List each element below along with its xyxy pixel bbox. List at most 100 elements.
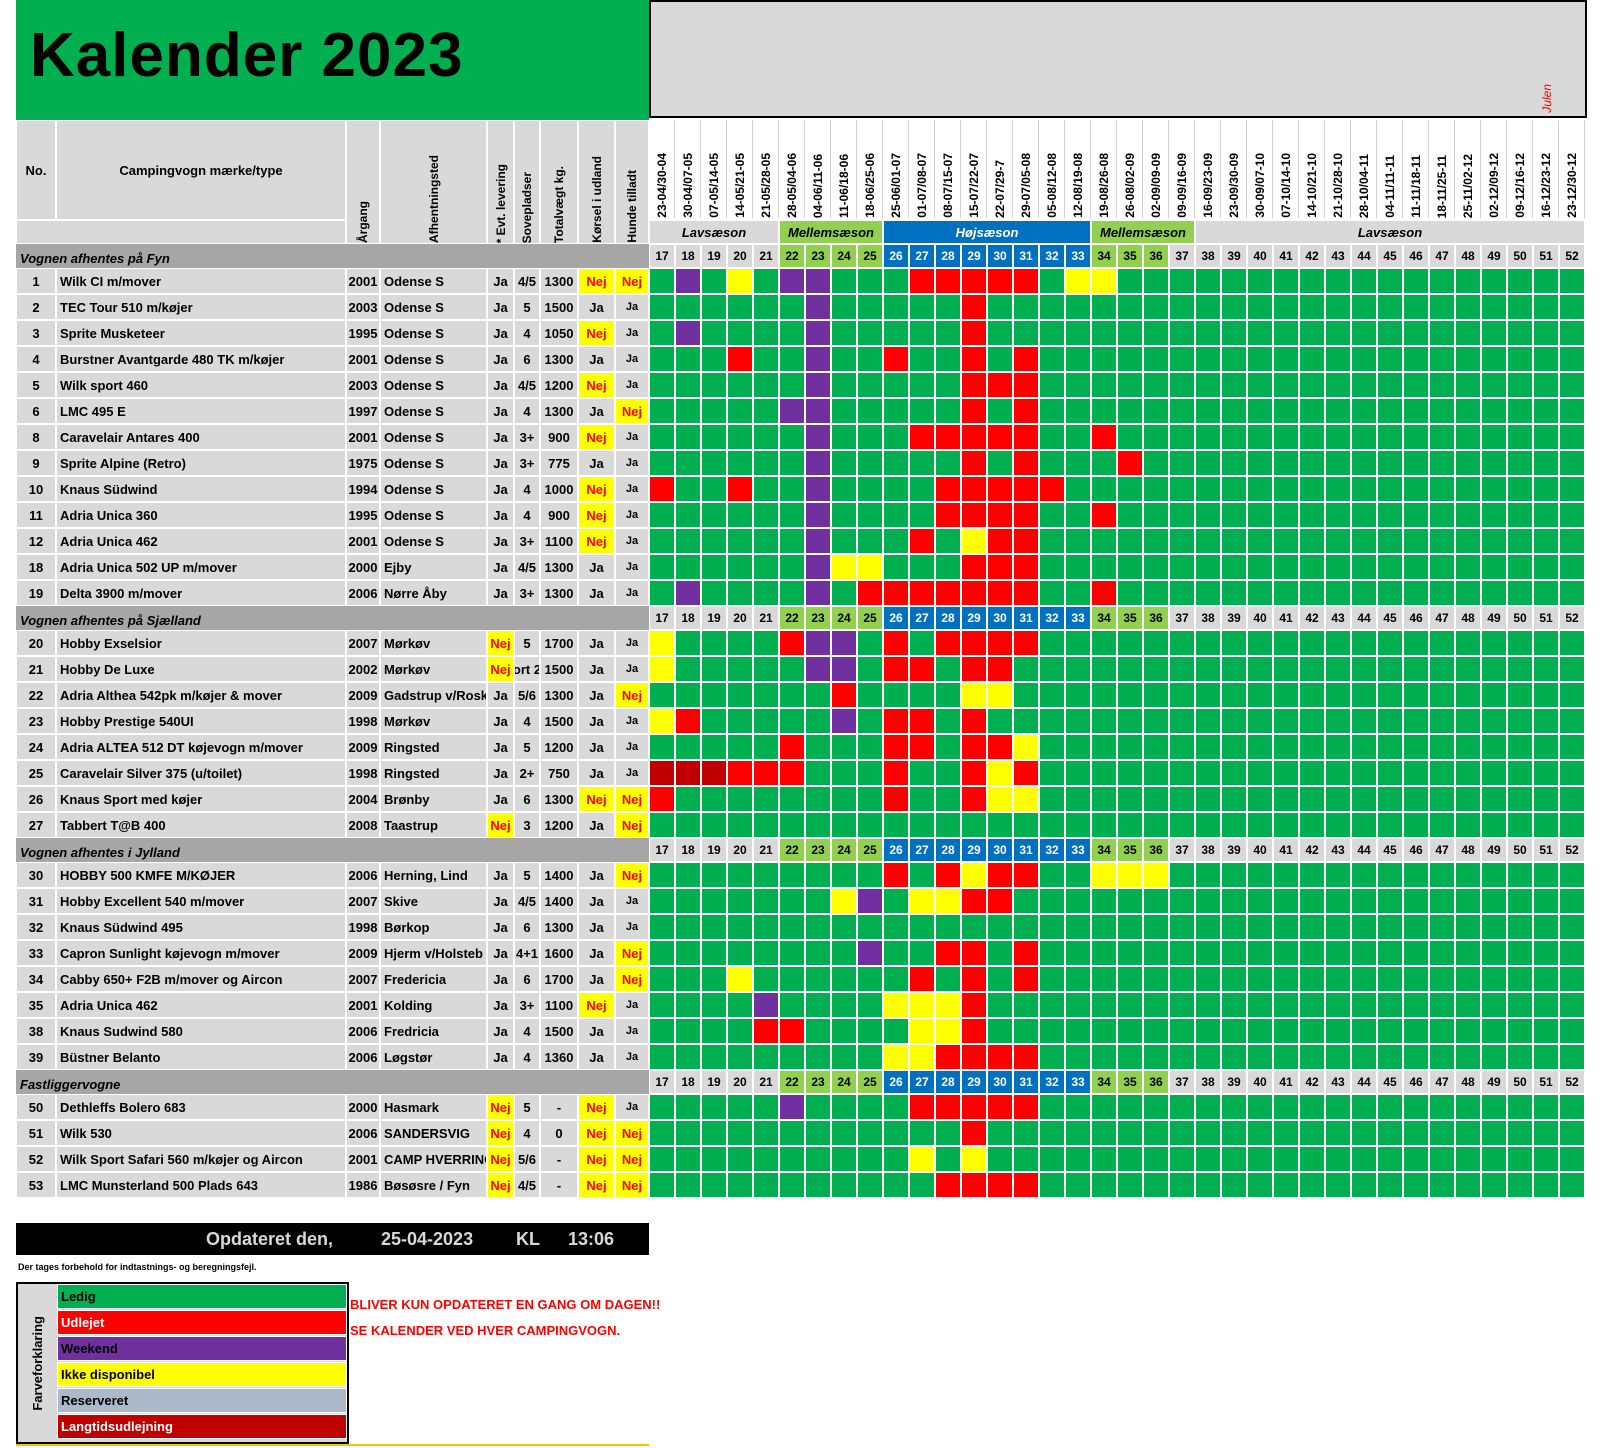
booking-cell[interactable] bbox=[1455, 1172, 1481, 1198]
booking-cell[interactable] bbox=[1299, 734, 1325, 760]
booking-cell[interactable] bbox=[1559, 992, 1585, 1018]
booking-cell[interactable] bbox=[1377, 320, 1403, 346]
booking-cell[interactable] bbox=[649, 398, 675, 424]
booking-cell[interactable] bbox=[1143, 760, 1169, 786]
booking-cell[interactable] bbox=[883, 450, 909, 476]
booking-cell[interactable] bbox=[675, 1018, 701, 1044]
booking-cell[interactable] bbox=[1299, 502, 1325, 528]
booking-cell[interactable] bbox=[1143, 682, 1169, 708]
booking-cell[interactable] bbox=[753, 656, 779, 682]
booking-cell[interactable] bbox=[1143, 656, 1169, 682]
booking-cell[interactable] bbox=[1377, 786, 1403, 812]
booking-cell[interactable] bbox=[1221, 1044, 1247, 1070]
booking-cell[interactable] bbox=[1377, 656, 1403, 682]
booking-cell[interactable] bbox=[1273, 812, 1299, 838]
booking-cell[interactable] bbox=[1299, 812, 1325, 838]
booking-cell[interactable] bbox=[805, 914, 831, 940]
booking-cell[interactable] bbox=[961, 346, 987, 372]
booking-cell[interactable] bbox=[1039, 914, 1065, 940]
booking-cell[interactable] bbox=[935, 294, 961, 320]
booking-cell[interactable] bbox=[1221, 1094, 1247, 1120]
booking-cell[interactable] bbox=[857, 1094, 883, 1120]
booking-cell[interactable] bbox=[1039, 294, 1065, 320]
booking-cell[interactable] bbox=[909, 966, 935, 992]
booking-cell[interactable] bbox=[831, 992, 857, 1018]
booking-cell[interactable] bbox=[649, 682, 675, 708]
booking-cell[interactable] bbox=[1273, 476, 1299, 502]
booking-cell[interactable] bbox=[701, 502, 727, 528]
booking-cell[interactable] bbox=[857, 786, 883, 812]
booking-cell[interactable] bbox=[1325, 1094, 1351, 1120]
booking-cell[interactable] bbox=[1507, 554, 1533, 580]
booking-cell[interactable] bbox=[831, 528, 857, 554]
booking-cell[interactable] bbox=[1195, 1146, 1221, 1172]
booking-cell[interactable] bbox=[727, 398, 753, 424]
booking-cell[interactable] bbox=[779, 320, 805, 346]
booking-cell[interactable] bbox=[1091, 372, 1117, 398]
booking-cell[interactable] bbox=[1143, 528, 1169, 554]
booking-cell[interactable] bbox=[1403, 734, 1429, 760]
booking-cell[interactable] bbox=[753, 502, 779, 528]
booking-cell[interactable] bbox=[753, 1018, 779, 1044]
booking-cell[interactable] bbox=[727, 656, 753, 682]
booking-cell[interactable] bbox=[1273, 914, 1299, 940]
booking-cell[interactable] bbox=[805, 1146, 831, 1172]
booking-cell[interactable] bbox=[1195, 940, 1221, 966]
booking-cell[interactable] bbox=[1481, 424, 1507, 450]
booking-cell[interactable] bbox=[1455, 1044, 1481, 1070]
booking-cell[interactable] bbox=[1377, 1094, 1403, 1120]
booking-cell[interactable] bbox=[857, 1146, 883, 1172]
booking-cell[interactable] bbox=[1481, 1018, 1507, 1044]
booking-cell[interactable] bbox=[1117, 1044, 1143, 1070]
booking-cell[interactable] bbox=[701, 320, 727, 346]
booking-cell[interactable] bbox=[1507, 966, 1533, 992]
booking-cell[interactable] bbox=[1143, 786, 1169, 812]
booking-cell[interactable] bbox=[857, 502, 883, 528]
booking-cell[interactable] bbox=[727, 502, 753, 528]
booking-cell[interactable] bbox=[987, 320, 1013, 346]
booking-cell[interactable] bbox=[909, 862, 935, 888]
booking-cell[interactable] bbox=[1117, 888, 1143, 914]
booking-cell[interactable] bbox=[857, 268, 883, 294]
booking-cell[interactable] bbox=[753, 1120, 779, 1146]
booking-cell[interactable] bbox=[1169, 528, 1195, 554]
booking-cell[interactable] bbox=[1117, 786, 1143, 812]
booking-cell[interactable] bbox=[649, 734, 675, 760]
booking-cell[interactable] bbox=[1039, 1094, 1065, 1120]
booking-cell[interactable] bbox=[1403, 812, 1429, 838]
booking-cell[interactable] bbox=[1273, 760, 1299, 786]
booking-cell[interactable] bbox=[857, 760, 883, 786]
booking-cell[interactable] bbox=[1247, 812, 1273, 838]
booking-cell[interactable] bbox=[1143, 502, 1169, 528]
booking-cell[interactable] bbox=[1221, 320, 1247, 346]
booking-cell[interactable] bbox=[1169, 734, 1195, 760]
booking-cell[interactable] bbox=[1169, 346, 1195, 372]
booking-cell[interactable] bbox=[1403, 1120, 1429, 1146]
booking-cell[interactable] bbox=[779, 502, 805, 528]
booking-cell[interactable] bbox=[649, 656, 675, 682]
booking-cell[interactable] bbox=[701, 1172, 727, 1198]
booking-cell[interactable] bbox=[1221, 812, 1247, 838]
booking-cell[interactable] bbox=[1091, 682, 1117, 708]
booking-cell[interactable] bbox=[1455, 734, 1481, 760]
booking-cell[interactable] bbox=[1429, 708, 1455, 734]
booking-cell[interactable] bbox=[1221, 580, 1247, 606]
booking-cell[interactable] bbox=[1299, 1044, 1325, 1070]
booking-cell[interactable] bbox=[935, 1044, 961, 1070]
booking-cell[interactable] bbox=[1403, 1146, 1429, 1172]
booking-cell[interactable] bbox=[1195, 1120, 1221, 1146]
booking-cell[interactable] bbox=[649, 554, 675, 580]
booking-cell[interactable] bbox=[675, 888, 701, 914]
booking-cell[interactable] bbox=[987, 1146, 1013, 1172]
booking-cell[interactable] bbox=[1377, 1146, 1403, 1172]
booking-cell[interactable] bbox=[649, 450, 675, 476]
booking-cell[interactable] bbox=[1013, 1146, 1039, 1172]
booking-cell[interactable] bbox=[1455, 914, 1481, 940]
booking-cell[interactable] bbox=[961, 1044, 987, 1070]
booking-cell[interactable] bbox=[987, 914, 1013, 940]
booking-cell[interactable] bbox=[987, 940, 1013, 966]
booking-cell[interactable] bbox=[909, 1172, 935, 1198]
booking-cell[interactable] bbox=[1351, 1018, 1377, 1044]
booking-cell[interactable] bbox=[1117, 1146, 1143, 1172]
booking-cell[interactable] bbox=[1065, 708, 1091, 734]
